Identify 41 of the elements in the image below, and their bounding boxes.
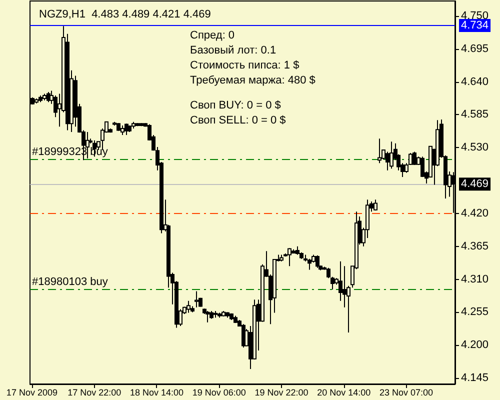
y-tick-label: 4.750	[461, 10, 489, 22]
y-tick-label: 4.640	[461, 76, 489, 88]
y-tick-label: 4.200	[461, 339, 489, 352]
x-tick-label: 19 Nov 06:00	[192, 388, 246, 398]
y-tick-label: 4.530	[461, 142, 489, 154]
candlestick	[186, 300, 190, 314]
x-tick-label: 18 Nov 14:00	[130, 388, 184, 398]
y-tick-label: 4.695	[461, 42, 489, 55]
annotation: Спред: 0	[190, 30, 235, 42]
x-tick-label: 23 Nov 07:00	[379, 388, 434, 398]
annotation: Стоимость пипса: 1 $	[190, 60, 300, 72]
ref-line-label: #18980103 buy	[32, 276, 108, 288]
text: NGZ9,H1 4.483 4.489 4.421 4.469	[39, 8, 211, 20]
annotation: Базовый лот: 0.1	[190, 44, 276, 56]
annotation: Требуемая маржа: 480 $	[190, 74, 316, 86]
ref-line-label: 4.734	[461, 20, 489, 32]
candlestick	[386, 151, 390, 171]
candlestick	[390, 141, 394, 170]
y-tick-label: 4.420	[461, 207, 489, 220]
annotation: Своп BUY: 0 = 0 $	[190, 100, 281, 112]
x-tick-label: 20 Nov 14:00	[317, 388, 371, 398]
x-tick-label: 17 Nov 22:00	[68, 388, 122, 398]
candlestick	[412, 151, 416, 166]
candlestick	[308, 258, 312, 270]
candlestick	[316, 254, 320, 268]
candlestick	[120, 124, 124, 136]
candlestick	[194, 290, 198, 308]
candlestick	[342, 266, 346, 308]
y-tick-label: 4.145	[461, 372, 489, 384]
candlestick	[288, 248, 292, 267]
x-tick-label: 19 Nov 22:00	[254, 388, 308, 398]
y-tick-label: 4.310	[461, 273, 489, 286]
candlestick	[374, 199, 378, 211]
y-tick-label: 4.365	[461, 240, 489, 252]
x-tick-label: 17 Nov 2009	[6, 388, 58, 398]
candlestick	[206, 310, 210, 323]
y-tick-label: 4.255	[461, 306, 489, 318]
annotation: Своп SELL: 0 = 0 $	[190, 114, 286, 126]
candlestick	[378, 138, 382, 164]
y-tick-label: 4.585	[461, 108, 489, 121]
ref-line-label: 4.469	[461, 178, 489, 190]
